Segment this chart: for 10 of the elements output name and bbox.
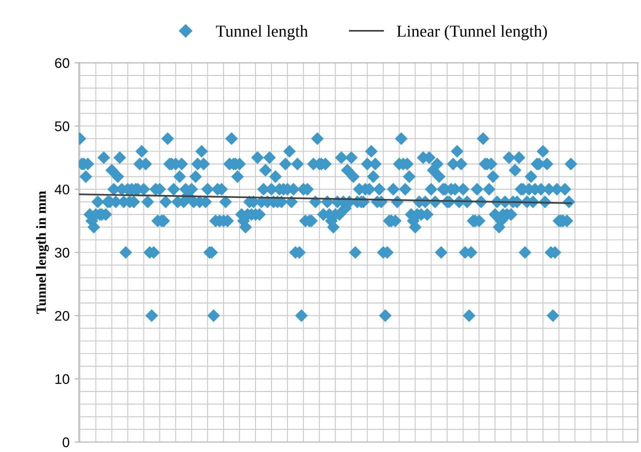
y-tick-label: 10 xyxy=(55,374,70,384)
y-tick-label: 20 xyxy=(55,310,70,321)
y-tick-label: 60 xyxy=(55,58,70,68)
y-tick-label: 40 xyxy=(54,184,70,194)
y-axis-title: Tunnel length in mm xyxy=(36,190,49,314)
y-tick-label: 50 xyxy=(54,121,70,132)
y-tick-label: 0 xyxy=(62,437,70,448)
y-tick-label: 30 xyxy=(54,248,70,258)
legend-label: Linear (Tunnel length) xyxy=(396,25,547,40)
legend-label: Tunnel length xyxy=(216,25,308,40)
